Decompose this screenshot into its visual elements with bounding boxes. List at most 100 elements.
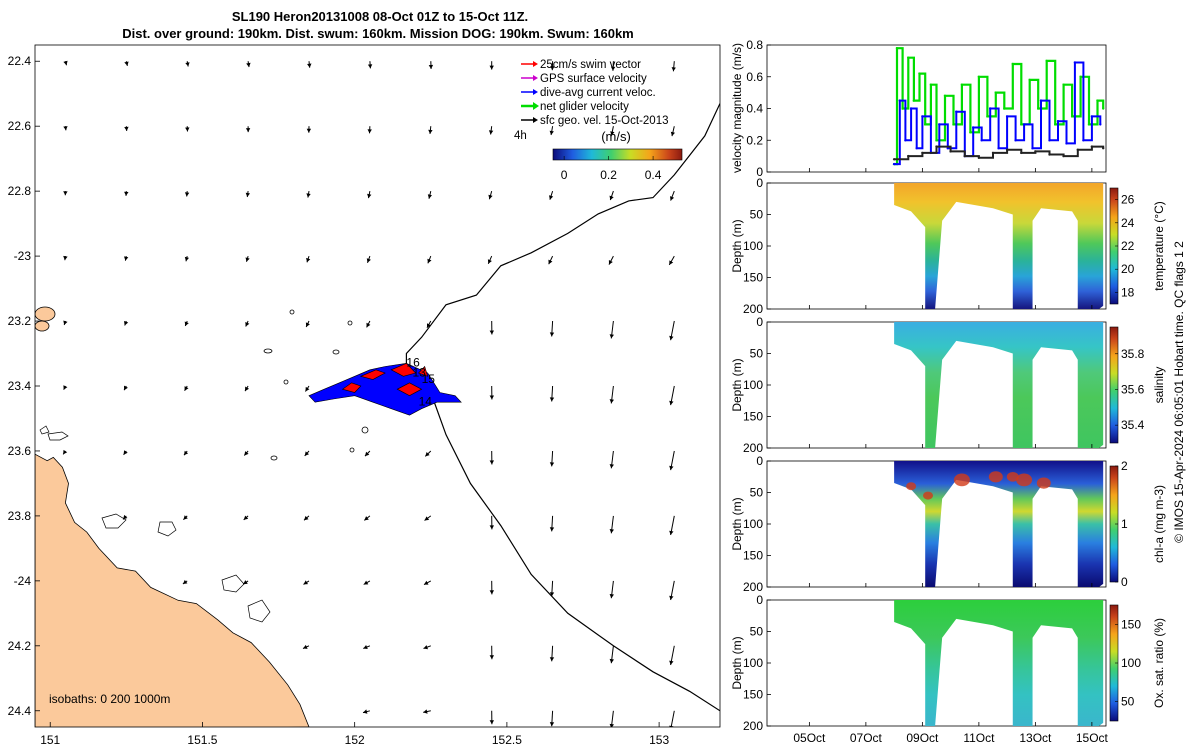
oxygen_section-panel: 0 50 100 150 200 Depth (m) 50 100 150 Ox. sat. ra… xyxy=(730,593,1166,733)
current-arrow xyxy=(182,579,188,585)
current-arrow xyxy=(306,255,311,263)
current-arrowhead xyxy=(670,131,675,137)
velocity-point xyxy=(960,83,964,86)
velocity-point xyxy=(1020,151,1023,155)
map-x-tick-label: 151.5 xyxy=(187,733,217,747)
current-arrow xyxy=(184,320,189,327)
map-x-tick-label: 152 xyxy=(345,733,365,747)
section-y-tick-label: 100 xyxy=(743,517,763,531)
velocity-point xyxy=(935,139,938,142)
current-arrowhead xyxy=(245,257,250,262)
current-arrowhead xyxy=(245,128,251,133)
velocity-point xyxy=(1062,83,1065,86)
map-x-tick-label: 151 xyxy=(40,733,60,747)
current-arrowhead xyxy=(124,191,129,196)
velocity-point xyxy=(915,147,918,150)
current-arrowhead xyxy=(184,321,189,326)
velocity-point xyxy=(924,123,927,126)
velocity-y-tick-label: 0.8 xyxy=(746,38,763,52)
current-arrowhead xyxy=(367,64,373,69)
time-tick-label: 15Oct xyxy=(1076,731,1109,745)
colorbar-tick-label: 150 xyxy=(1121,617,1141,631)
current-arrow xyxy=(609,645,614,664)
current-arrow xyxy=(609,450,614,469)
velocity-point xyxy=(1065,142,1068,145)
section-data xyxy=(894,322,1104,448)
section-ylabel: Depth (m) xyxy=(730,358,744,411)
velocity-point xyxy=(912,99,916,102)
colorbar-tick-label: 35.6 xyxy=(1121,382,1145,396)
current-arrowhead xyxy=(184,386,189,391)
current-arrow xyxy=(424,515,432,521)
current-arrow xyxy=(245,191,250,198)
velocity-point xyxy=(898,99,901,102)
current-arrow xyxy=(184,191,190,197)
current-arrow xyxy=(489,580,494,595)
section-y-tick-label: 200 xyxy=(743,580,763,594)
current-arrowhead xyxy=(609,723,614,727)
current-arrow xyxy=(549,450,555,467)
current-arrowhead xyxy=(366,258,371,263)
current-arrow xyxy=(366,255,371,263)
temperature_section-panel: 0 50 100 150 200 Depth (m) 18 20 22 24 26 temperatu… xyxy=(730,176,1166,316)
velocity-point xyxy=(907,154,910,158)
current-arrow xyxy=(63,126,68,131)
colorbar-tick-label: 100 xyxy=(1121,656,1141,670)
map-legend: 25cm/s swim vector GPS surface velocity … xyxy=(514,59,683,182)
speed-colorbar xyxy=(552,148,683,161)
section-y-tick-label: 100 xyxy=(743,239,763,253)
velocity-point xyxy=(1102,107,1105,110)
current-arrowhead xyxy=(428,129,433,134)
reef xyxy=(347,320,353,326)
current-arrow xyxy=(669,385,675,406)
section-y-tick-label: 50 xyxy=(750,347,764,361)
isobaths-label: isobaths: 0 200 1000m xyxy=(49,692,170,706)
current-arrow xyxy=(427,255,432,264)
velocity-point xyxy=(1087,123,1091,126)
current-arrow xyxy=(669,515,675,536)
section-y-tick-label: 150 xyxy=(743,271,763,285)
current-arrow xyxy=(367,61,373,69)
current-arrow xyxy=(364,450,371,457)
current-arrowhead xyxy=(489,720,494,725)
current-arrowhead xyxy=(184,256,189,262)
day-label: 14 xyxy=(419,395,433,409)
current-arrowhead xyxy=(243,515,249,520)
current-arrowhead xyxy=(303,644,308,649)
day-label: 15 xyxy=(422,372,436,386)
velocity-point xyxy=(977,156,981,159)
colorbar-label: salinity xyxy=(1152,367,1166,404)
current-arrowhead xyxy=(305,322,310,327)
current-arrowhead xyxy=(306,128,312,133)
velocity-point xyxy=(904,139,907,142)
map-x-tick-label: 152.5 xyxy=(492,733,522,747)
reef xyxy=(361,426,369,434)
current-arrow xyxy=(609,580,614,599)
current-arrowhead xyxy=(669,595,674,600)
velocity-ylabel: velocity magnitude (m/s) xyxy=(730,43,744,173)
current-arrow xyxy=(363,515,371,521)
current-arrow xyxy=(610,61,616,71)
velocity-point xyxy=(1028,78,1031,82)
legend-net-velocity: net glider velocity xyxy=(521,101,629,113)
velocity-y-axis: 0 0.2 0.4 0.6 0.8 xyxy=(746,38,1093,179)
current-arrowhead xyxy=(549,722,555,727)
map-y-tick-label: 24.2 xyxy=(8,639,32,653)
legend-gps-velocity: GPS surface velocity xyxy=(521,73,647,85)
map-y-tick-label: 22.6 xyxy=(8,119,32,133)
current-arrow xyxy=(124,191,129,196)
velocity-point xyxy=(901,107,904,110)
chl-maximum xyxy=(1016,473,1033,487)
section-y-tick-label: 200 xyxy=(743,302,763,316)
velocity-point xyxy=(1048,153,1051,156)
coastal-water-inlet xyxy=(39,425,69,441)
velocity-point xyxy=(1062,154,1065,158)
velocity-y-tick-label: 0.4 xyxy=(746,102,763,116)
current-arrowhead xyxy=(488,194,493,200)
current-arrowhead xyxy=(363,709,368,714)
swim-vector-patch xyxy=(390,362,417,377)
current-arrowhead xyxy=(609,195,614,201)
section-colorbar xyxy=(1109,326,1119,444)
